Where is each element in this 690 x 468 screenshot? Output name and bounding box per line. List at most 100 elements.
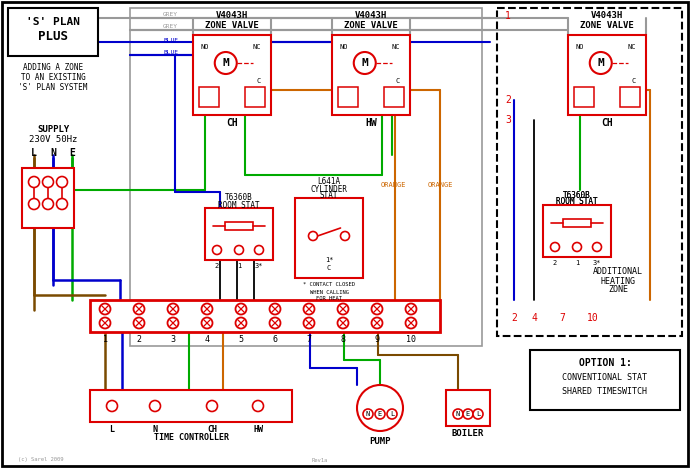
Text: (c) Sarel 2009: (c) Sarel 2009 [18,458,63,462]
Text: E: E [466,411,470,417]
Circle shape [337,317,348,329]
Text: T6360B: T6360B [563,190,591,199]
Text: ZONE VALVE: ZONE VALVE [344,21,398,29]
Text: 1: 1 [505,11,511,21]
Bar [199,87,219,107]
Text: HEATING: HEATING [600,277,635,285]
Circle shape [387,409,397,419]
Text: 1*: 1* [325,257,333,263]
Text: NO: NO [575,44,584,50]
Text: T6360B: T6360B [225,193,253,203]
Text: SUPPLY: SUPPLY [37,125,69,134]
Circle shape [371,317,382,329]
Text: BLUE: BLUE [163,51,178,56]
Text: NC: NC [253,44,262,50]
Text: Rev1a: Rev1a [312,458,328,462]
Bar [205,208,273,260]
Text: C: C [632,79,636,84]
Text: ZONE VALVE: ZONE VALVE [205,21,259,29]
Circle shape [133,317,144,329]
Text: 3: 3 [505,115,511,125]
Circle shape [28,198,39,210]
Text: C: C [257,79,261,84]
Text: CH: CH [226,118,238,128]
Text: 230V 50Hz: 230V 50Hz [29,136,77,145]
Text: 4: 4 [531,313,537,323]
Text: L: L [476,411,480,417]
Text: HW: HW [253,424,263,433]
Circle shape [375,409,385,419]
Text: N: N [366,411,370,417]
Text: M: M [598,58,604,68]
Text: ZONE VALVE: ZONE VALVE [580,21,634,29]
Text: E: E [69,148,75,158]
Bar [130,8,482,346]
Bar [384,87,404,107]
Bar [332,35,410,115]
Text: STAT: STAT [319,191,338,200]
Text: M: M [362,58,368,68]
Bar [90,390,292,422]
Text: 10: 10 [587,313,599,323]
Bar [620,87,640,107]
Text: ADDING A ZONE: ADDING A ZONE [23,64,83,73]
Circle shape [206,401,217,411]
Circle shape [406,304,417,314]
Circle shape [168,304,179,314]
Text: 2: 2 [137,335,141,344]
Text: 1: 1 [103,335,108,344]
Text: ROOM STAT: ROOM STAT [556,197,598,206]
Bar [295,198,363,278]
Text: FOR HEAT: FOR HEAT [316,297,342,301]
Bar [568,35,646,115]
Text: N: N [456,411,460,417]
Text: ORANGE: ORANGE [380,182,406,188]
Text: C: C [396,79,400,84]
Bar [338,87,358,107]
Text: C: C [327,265,331,271]
Circle shape [551,242,560,251]
Text: 'S' PLAN: 'S' PLAN [26,17,80,27]
Text: ZONE: ZONE [608,285,628,294]
Circle shape [99,304,110,314]
Circle shape [28,176,39,188]
Bar [530,350,680,410]
Circle shape [215,52,237,74]
Bar [543,205,611,257]
Text: ORANGE: ORANGE [427,182,453,188]
Text: V4043H: V4043H [591,10,623,20]
Circle shape [57,176,68,188]
Text: 2: 2 [215,263,219,269]
Text: GREY: GREY [163,13,178,17]
Text: 3: 3 [170,335,175,344]
Text: PUMP: PUMP [369,437,391,446]
Circle shape [340,232,350,241]
Circle shape [99,317,110,329]
Text: L: L [390,411,394,417]
Circle shape [590,52,612,74]
Text: OPTION 1:: OPTION 1: [578,358,631,368]
Text: L: L [31,148,37,158]
Circle shape [593,242,602,251]
Text: CH: CH [207,424,217,433]
Text: 3*: 3* [593,260,601,266]
Circle shape [133,304,144,314]
Circle shape [106,401,117,411]
Circle shape [235,246,244,255]
Circle shape [201,317,213,329]
Bar [8,8,98,56]
Circle shape [235,304,246,314]
Text: CH: CH [601,118,613,128]
Bar [193,35,271,115]
Text: BLUE: BLUE [163,37,178,43]
Circle shape [43,176,54,188]
Circle shape [337,304,348,314]
Circle shape [406,317,417,329]
Bar [574,87,594,107]
Bar [563,219,591,227]
Text: M: M [222,58,229,68]
Circle shape [150,401,161,411]
Circle shape [354,52,376,74]
Circle shape [573,242,582,251]
Text: PLUS: PLUS [38,29,68,43]
